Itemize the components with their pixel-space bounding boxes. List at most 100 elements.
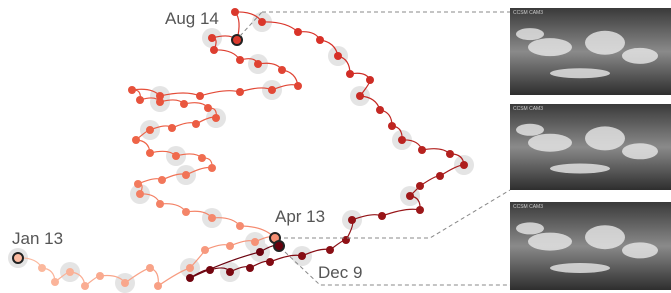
curve-segment — [214, 50, 240, 60]
point — [208, 164, 216, 172]
annotation: Jan 13 — [12, 229, 63, 248]
point — [180, 100, 188, 108]
point — [136, 190, 144, 198]
cloud — [622, 143, 658, 159]
cloud — [585, 126, 625, 150]
curve-segment — [422, 149, 450, 154]
point — [366, 76, 374, 84]
point — [378, 212, 386, 220]
point — [334, 52, 342, 60]
point — [66, 268, 74, 276]
point — [134, 180, 142, 188]
cloud — [516, 124, 544, 136]
cloud — [622, 242, 658, 258]
point — [226, 242, 234, 250]
point — [204, 104, 212, 112]
cloud — [550, 263, 610, 273]
thumbnail-caption: CCSM CAM3 — [513, 10, 543, 16]
cloud — [550, 164, 610, 174]
point — [376, 106, 384, 114]
point — [346, 70, 354, 78]
point — [266, 258, 274, 266]
point — [51, 278, 59, 286]
point — [226, 268, 234, 276]
cloud — [516, 222, 544, 234]
point — [418, 146, 426, 154]
point — [406, 192, 414, 200]
cloud — [622, 48, 658, 64]
point — [198, 154, 206, 162]
point — [96, 272, 104, 280]
point — [256, 248, 264, 256]
point — [212, 114, 220, 122]
curve-segment — [382, 209, 420, 216]
point — [436, 172, 444, 180]
point — [274, 241, 284, 251]
point — [38, 264, 46, 272]
point — [246, 264, 254, 272]
point — [196, 92, 204, 100]
point — [172, 152, 180, 160]
point — [316, 36, 324, 44]
point — [251, 238, 259, 246]
point — [208, 214, 216, 222]
curve-segment — [200, 91, 240, 96]
point — [278, 66, 286, 74]
point — [13, 253, 23, 263]
point — [186, 274, 194, 282]
point — [236, 222, 244, 230]
cloud — [585, 31, 625, 55]
point — [446, 150, 454, 158]
point — [326, 246, 334, 254]
thumbnail-caption: CCSM CAM3 — [513, 204, 543, 210]
point — [156, 92, 164, 100]
cloud — [550, 68, 610, 78]
point — [206, 266, 214, 274]
point — [182, 208, 190, 216]
halos — [8, 12, 474, 293]
point — [81, 282, 89, 290]
point — [186, 264, 194, 272]
curve — [18, 12, 464, 286]
point — [208, 34, 216, 42]
point — [232, 35, 242, 45]
point — [398, 136, 406, 144]
cloud — [528, 134, 572, 152]
point — [132, 136, 140, 144]
point — [154, 282, 162, 290]
cloud — [528, 38, 572, 56]
point — [156, 200, 164, 208]
point — [158, 176, 166, 184]
point — [416, 206, 424, 214]
point — [388, 122, 396, 130]
time-curve-figure: CCSM CAM3CCSM CAM3CCSM CAM3 Aug 14 Jan 1… — [0, 0, 671, 293]
point — [236, 88, 244, 96]
point — [136, 96, 144, 104]
point — [254, 60, 262, 68]
point — [146, 126, 154, 134]
point — [121, 279, 129, 287]
curve-segment — [160, 204, 186, 212]
annotation: Dec 9 — [318, 263, 362, 282]
point — [192, 120, 200, 128]
point — [258, 18, 266, 26]
point — [128, 86, 136, 94]
point — [348, 216, 356, 224]
point — [294, 28, 302, 36]
point — [298, 252, 306, 260]
point — [294, 82, 302, 90]
point — [356, 92, 364, 100]
point — [268, 86, 276, 94]
point — [236, 56, 244, 64]
cloud — [528, 233, 572, 251]
cloud — [516, 28, 544, 40]
annotation: Aug 14 — [165, 9, 219, 28]
point — [146, 264, 154, 272]
point — [460, 161, 468, 169]
point — [231, 8, 239, 16]
point — [201, 246, 209, 254]
cloud — [585, 225, 625, 249]
point — [210, 46, 218, 54]
point — [146, 149, 154, 157]
